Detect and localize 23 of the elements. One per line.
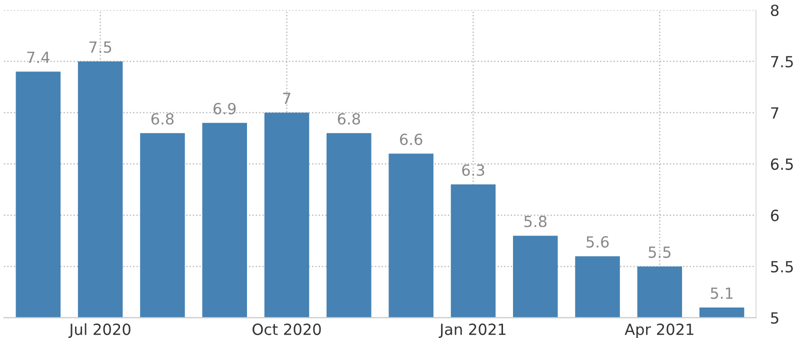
data-label: 5.8	[524, 216, 546, 228]
data-label: 5.6	[586, 236, 609, 248]
data-label: 6.8	[338, 113, 360, 125]
data-label: 6.8	[151, 113, 174, 125]
data-label: 7	[283, 92, 290, 104]
data-label: 5.1	[710, 288, 733, 299]
y-tick-label: 5.5	[771, 261, 793, 272]
x-tick-label: Jan 2021	[438, 324, 506, 338]
data-label: 6.6	[400, 134, 422, 146]
data-label: 6.3	[462, 164, 484, 176]
y-tick-label: 6.5	[770, 158, 793, 170]
data-label: 5.5	[648, 246, 670, 258]
x-tick-label: Apr 2021	[624, 324, 694, 338]
data-label: 7.5	[89, 42, 112, 53]
x-tick-label: Jul 2020	[68, 323, 130, 338]
y-tick-label: 7.5	[771, 56, 793, 68]
x-tick-label: Oct 2020	[252, 324, 321, 336]
data-label: 7.4	[27, 52, 50, 63]
data-label: 6.9	[214, 102, 236, 114]
y-tick-label: 5	[771, 312, 778, 324]
y-tick-label: 8	[770, 4, 779, 16]
y-tick-label: 6	[770, 210, 779, 222]
y-tick-label: 7	[771, 107, 778, 118]
